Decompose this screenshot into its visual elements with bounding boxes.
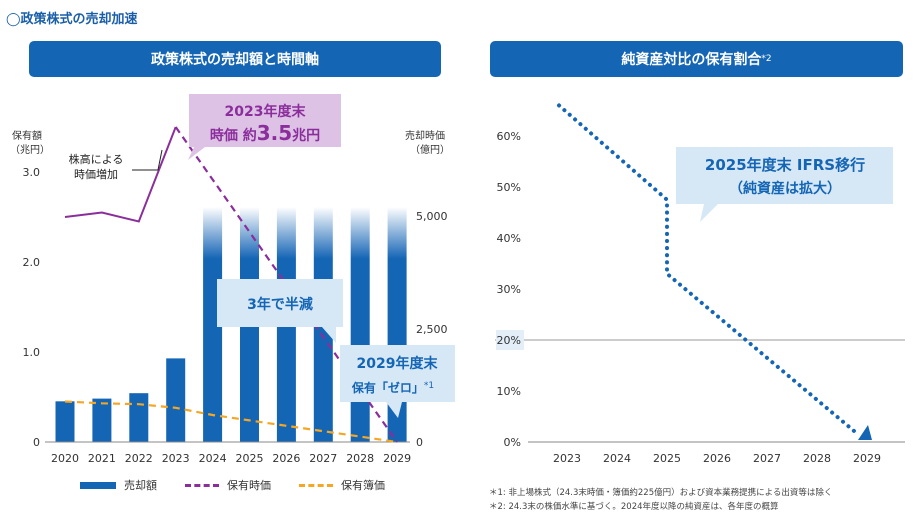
peak-callout-line2: 時価 約3.5兆円 [210, 121, 320, 145]
right-chart-y-tick: 10% [497, 385, 521, 398]
zero-callout-sup: *1 [424, 381, 434, 391]
right-chart-y-tick: 40% [497, 232, 521, 245]
footnote-2: ＊2: 24.3末の株価水準に基づく。2024年度以降の純資産は、各年度の概算 [489, 502, 779, 512]
half-callout-text: 3年で半減 [247, 296, 313, 313]
peak-callout-prefix: 時価 約 [210, 127, 257, 144]
zero-callout-box [340, 345, 455, 418]
legend-item-book-value: 保有簿価 [299, 477, 385, 493]
zero-callout-line1: 2029年度末 [357, 355, 439, 372]
rise-annotation-pointer [132, 149, 163, 171]
zero-callout-text: 保有「ゼロ」 [351, 380, 424, 395]
right-chart-x-tick: 2023 [553, 452, 581, 465]
right-axis-tick: 2,500 [416, 323, 448, 336]
left-chart: 0 1.0 2.0 3.0 保有額 （兆円） 0 2,500 5,000 売却時価（億円） 2020… [10, 94, 455, 465]
legend-label-market-value: 保有時価 [227, 479, 271, 492]
x-axis-tick: 2027 [309, 452, 337, 465]
x-axis-tick: 2025 [236, 452, 264, 465]
peak-callout-value: 3.5 [257, 121, 292, 145]
legend-swatch-book-value [299, 483, 333, 487]
legend-item-sales: 売却額 [80, 477, 157, 493]
sales-bar [166, 358, 186, 442]
legend-label-sales: 売却額 [124, 479, 157, 492]
market-value-line [64, 126, 177, 223]
book-value-line [64, 400, 398, 444]
peak-callout-line1: 2023年度末 [225, 103, 307, 120]
right-chart-y-tick: 60% [497, 130, 521, 143]
sales-bar [350, 206, 370, 442]
half-callout-box [217, 279, 343, 343]
left-axis-label-line1: 保有額 [12, 129, 42, 142]
legend-swatch-market-value [185, 483, 219, 487]
x-axis-tick: 2020 [51, 452, 79, 465]
ifrs-callout-line1: 2025年度末 IFRS移行 [705, 156, 865, 174]
left-axis-tick: 2.0 [23, 256, 41, 269]
left-axis-label-line2: （兆円） [10, 144, 50, 156]
right-chart-x-tick: 2029 [853, 452, 881, 465]
left-panel-title: 政策株式の売却額と時間軸 [151, 52, 319, 68]
right-chart-y-tick: 30% [497, 283, 521, 296]
footnote-1: ＊1: 非上場株式（24.3末時価・簿価約225億円）および資本業務提携による出… [489, 488, 833, 498]
right-axis-label-line2: （億円） [410, 143, 450, 156]
rise-annotation-line2: 時価増加 [74, 168, 118, 181]
right-chart-y-tick: 50% [497, 181, 521, 194]
peak-callout-box [188, 94, 341, 160]
right-chart-x-tick: 2026 [703, 452, 731, 465]
x-axis-tick: 2028 [346, 452, 374, 465]
left-chart-legend: 売却額 保有時価 保有簿価 [80, 477, 385, 493]
left-axis-tick: 3.0 [23, 166, 41, 179]
legend-label-book-value: 保有簿価 [341, 479, 385, 492]
right-axis-tick: 0 [416, 436, 423, 449]
sales-bar [92, 398, 112, 442]
x-axis-tick: 2029 [383, 452, 411, 465]
right-axis-label-line1: 売却時価 [405, 129, 445, 142]
right-panel-header: 純資産対比の保有割合 *2 [490, 41, 903, 77]
x-axis-tick: 2021 [88, 452, 116, 465]
right-axis-tick: 5,000 [416, 210, 448, 223]
sales-bar [129, 393, 149, 442]
x-axis-tick: 2023 [162, 452, 190, 465]
ratio-dotted-line [557, 103, 857, 434]
legend-item-market-value: 保有時価 [185, 477, 271, 493]
ifrs-callout-line2: （純資産は拡大） [729, 180, 841, 197]
right-panel-title: 純資産対比の保有割合 [621, 52, 762, 68]
section-title: ◯政策株式の売却加速 [6, 12, 138, 27]
legend-swatch-sales [80, 481, 116, 489]
x-axis-tick: 2022 [125, 452, 153, 465]
sales-bar [203, 206, 223, 442]
left-panel-header: 政策株式の売却額と時間軸 [29, 41, 441, 77]
right-chart-x-tick: 2025 [653, 452, 681, 465]
x-axis-tick: 2024 [199, 452, 227, 465]
ratio-arrowhead [858, 425, 872, 440]
right-chart-y-tick: 20% [497, 334, 521, 347]
right-chart-x-tick: 2027 [753, 452, 781, 465]
left-axis-tick: 0 [33, 436, 40, 449]
right-panel-title-sup: *2 [761, 54, 772, 64]
zero-callout-line2: 保有「ゼロ」*1 [351, 380, 434, 395]
left-axis-tick: 1.0 [23, 346, 41, 359]
right-chart-x-tick: 2028 [803, 452, 831, 465]
ifrs-callout-box [676, 147, 893, 222]
x-axis-tick: 2026 [272, 452, 300, 465]
right-chart-x-tick: 2024 [603, 452, 631, 465]
highlight-tick-background [496, 330, 524, 350]
rise-annotation-line1: 株高による [69, 152, 124, 166]
footnotes: ＊1: 非上場株式（24.3末時価・簿価約225億円）および資本業務提携による出… [489, 486, 832, 514]
sales-bar [55, 401, 75, 442]
right-chart: 0% 10% 20% 30% 40% 50% 60% 2023 2024 2025 2026 2027… [495, 103, 905, 465]
right-chart-y-tick: 0% [504, 436, 521, 449]
peak-callout-unit: 兆円 [292, 128, 320, 144]
